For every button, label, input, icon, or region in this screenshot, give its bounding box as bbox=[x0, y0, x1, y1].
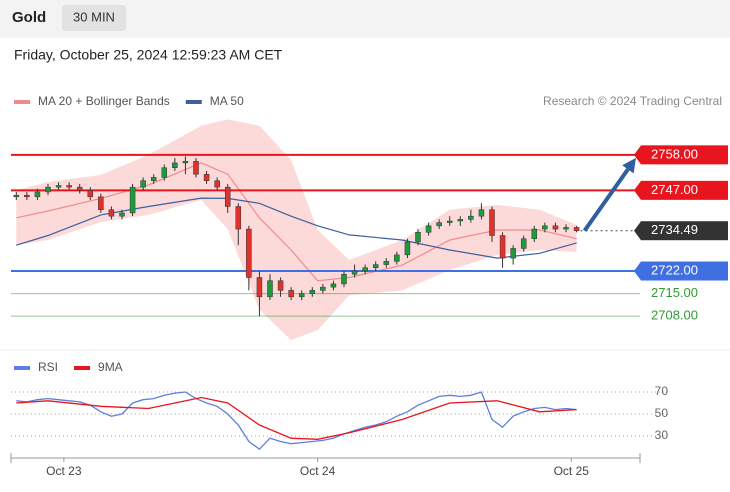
candle-body bbox=[520, 238, 527, 249]
candle-body bbox=[446, 220, 453, 223]
candle-body bbox=[552, 225, 559, 230]
candle-body bbox=[394, 254, 400, 262]
candle-body bbox=[161, 167, 168, 178]
candle-body bbox=[182, 161, 189, 164]
candle-body bbox=[341, 273, 347, 285]
x-tick-label: Oct 25 bbox=[554, 464, 590, 478]
indicator-line bbox=[16, 396, 577, 440]
plot: MA 20 + Bollinger Bands MA 50 Research © 2… bbox=[0, 94, 730, 478]
candle-body bbox=[288, 290, 294, 298]
x-tick-label: Oct 24 bbox=[300, 464, 336, 478]
x-tick-label: Oct 23 bbox=[46, 464, 82, 478]
level-label: 2715.00 bbox=[651, 285, 698, 300]
candle-body bbox=[468, 215, 474, 220]
candle-body bbox=[267, 280, 273, 298]
candle-body bbox=[362, 267, 368, 272]
credit: Research © 2024 Trading Central bbox=[543, 94, 722, 108]
level-box bbox=[641, 180, 728, 200]
candle-body bbox=[298, 293, 305, 298]
instrument-title: Gold bbox=[12, 9, 46, 26]
level-label: 2708.00 bbox=[651, 308, 698, 323]
candle-body bbox=[351, 270, 358, 275]
candle-body bbox=[235, 206, 242, 230]
level-box bbox=[641, 221, 728, 241]
level-box-pointer bbox=[634, 221, 641, 241]
candle-body bbox=[256, 277, 263, 298]
level-label: 2734.49 bbox=[651, 222, 698, 237]
candle-body bbox=[478, 209, 485, 217]
timeframe-badge[interactable] bbox=[62, 5, 126, 31]
candle-body bbox=[415, 232, 421, 243]
y-tick-label: 50 bbox=[655, 406, 669, 420]
candle-body bbox=[76, 186, 83, 191]
candle-body bbox=[203, 173, 210, 181]
candle-body bbox=[383, 261, 390, 265]
candle-body bbox=[98, 196, 104, 210]
candle-body bbox=[246, 228, 252, 278]
level-box bbox=[641, 145, 728, 165]
y-tick-label: 70 bbox=[655, 384, 669, 398]
candle-body bbox=[24, 194, 30, 198]
candle-body bbox=[499, 235, 506, 259]
legend-label: MA 50 bbox=[210, 94, 244, 108]
timeframe[interactable]: 30 MIN bbox=[73, 9, 115, 24]
candle-body bbox=[330, 283, 337, 288]
bollinger-band bbox=[16, 119, 577, 341]
datetime: Friday, October 25, 2024 12:59:23 AM CET bbox=[14, 47, 283, 63]
indicator-line bbox=[16, 391, 577, 451]
candle-body bbox=[193, 161, 199, 175]
candle-body bbox=[55, 185, 62, 188]
candle-body bbox=[66, 185, 72, 188]
legend-label: RSI bbox=[38, 360, 58, 374]
candle-body bbox=[372, 264, 379, 269]
candle-body bbox=[214, 180, 220, 188]
candle-body bbox=[489, 209, 495, 236]
level-box-pointer bbox=[634, 261, 641, 281]
candle-body bbox=[436, 222, 442, 227]
moving-average bbox=[16, 197, 577, 259]
level-box-pointer bbox=[634, 180, 641, 200]
candle-body bbox=[542, 225, 548, 230]
candle-body bbox=[129, 186, 136, 214]
candle-body bbox=[150, 177, 157, 181]
legend-label: MA 20 + Bollinger Bands bbox=[38, 94, 170, 108]
candle-body bbox=[13, 194, 20, 198]
candle-body bbox=[425, 225, 432, 233]
candle-body bbox=[45, 186, 51, 193]
forecast-arrowhead bbox=[622, 157, 636, 174]
y-tick-label: 30 bbox=[655, 428, 669, 442]
candle-body bbox=[277, 280, 284, 291]
candle-body bbox=[309, 290, 316, 294]
candle-body bbox=[140, 180, 146, 188]
level-label: 2758.00 bbox=[651, 146, 698, 161]
level-label: 2722.00 bbox=[651, 262, 698, 277]
level-label: 2747.00 bbox=[651, 182, 698, 197]
candle-body bbox=[563, 227, 569, 230]
forecast-arrow bbox=[582, 168, 630, 232]
candle-body bbox=[119, 212, 125, 217]
candle-body bbox=[573, 227, 580, 231]
legend-label: 9MA bbox=[98, 360, 123, 374]
moving-average bbox=[16, 162, 577, 282]
level-box bbox=[641, 261, 728, 281]
candle-body bbox=[510, 248, 516, 259]
level-box-pointer bbox=[634, 145, 641, 165]
candle-body bbox=[531, 228, 538, 239]
candle-body bbox=[34, 191, 41, 198]
candle-body bbox=[87, 190, 94, 198]
candle-body bbox=[172, 162, 178, 169]
candle-body bbox=[320, 286, 326, 291]
candle-body bbox=[108, 209, 115, 217]
candle-body bbox=[224, 186, 231, 207]
candle-body bbox=[457, 219, 464, 222]
candle-body bbox=[404, 241, 411, 256]
